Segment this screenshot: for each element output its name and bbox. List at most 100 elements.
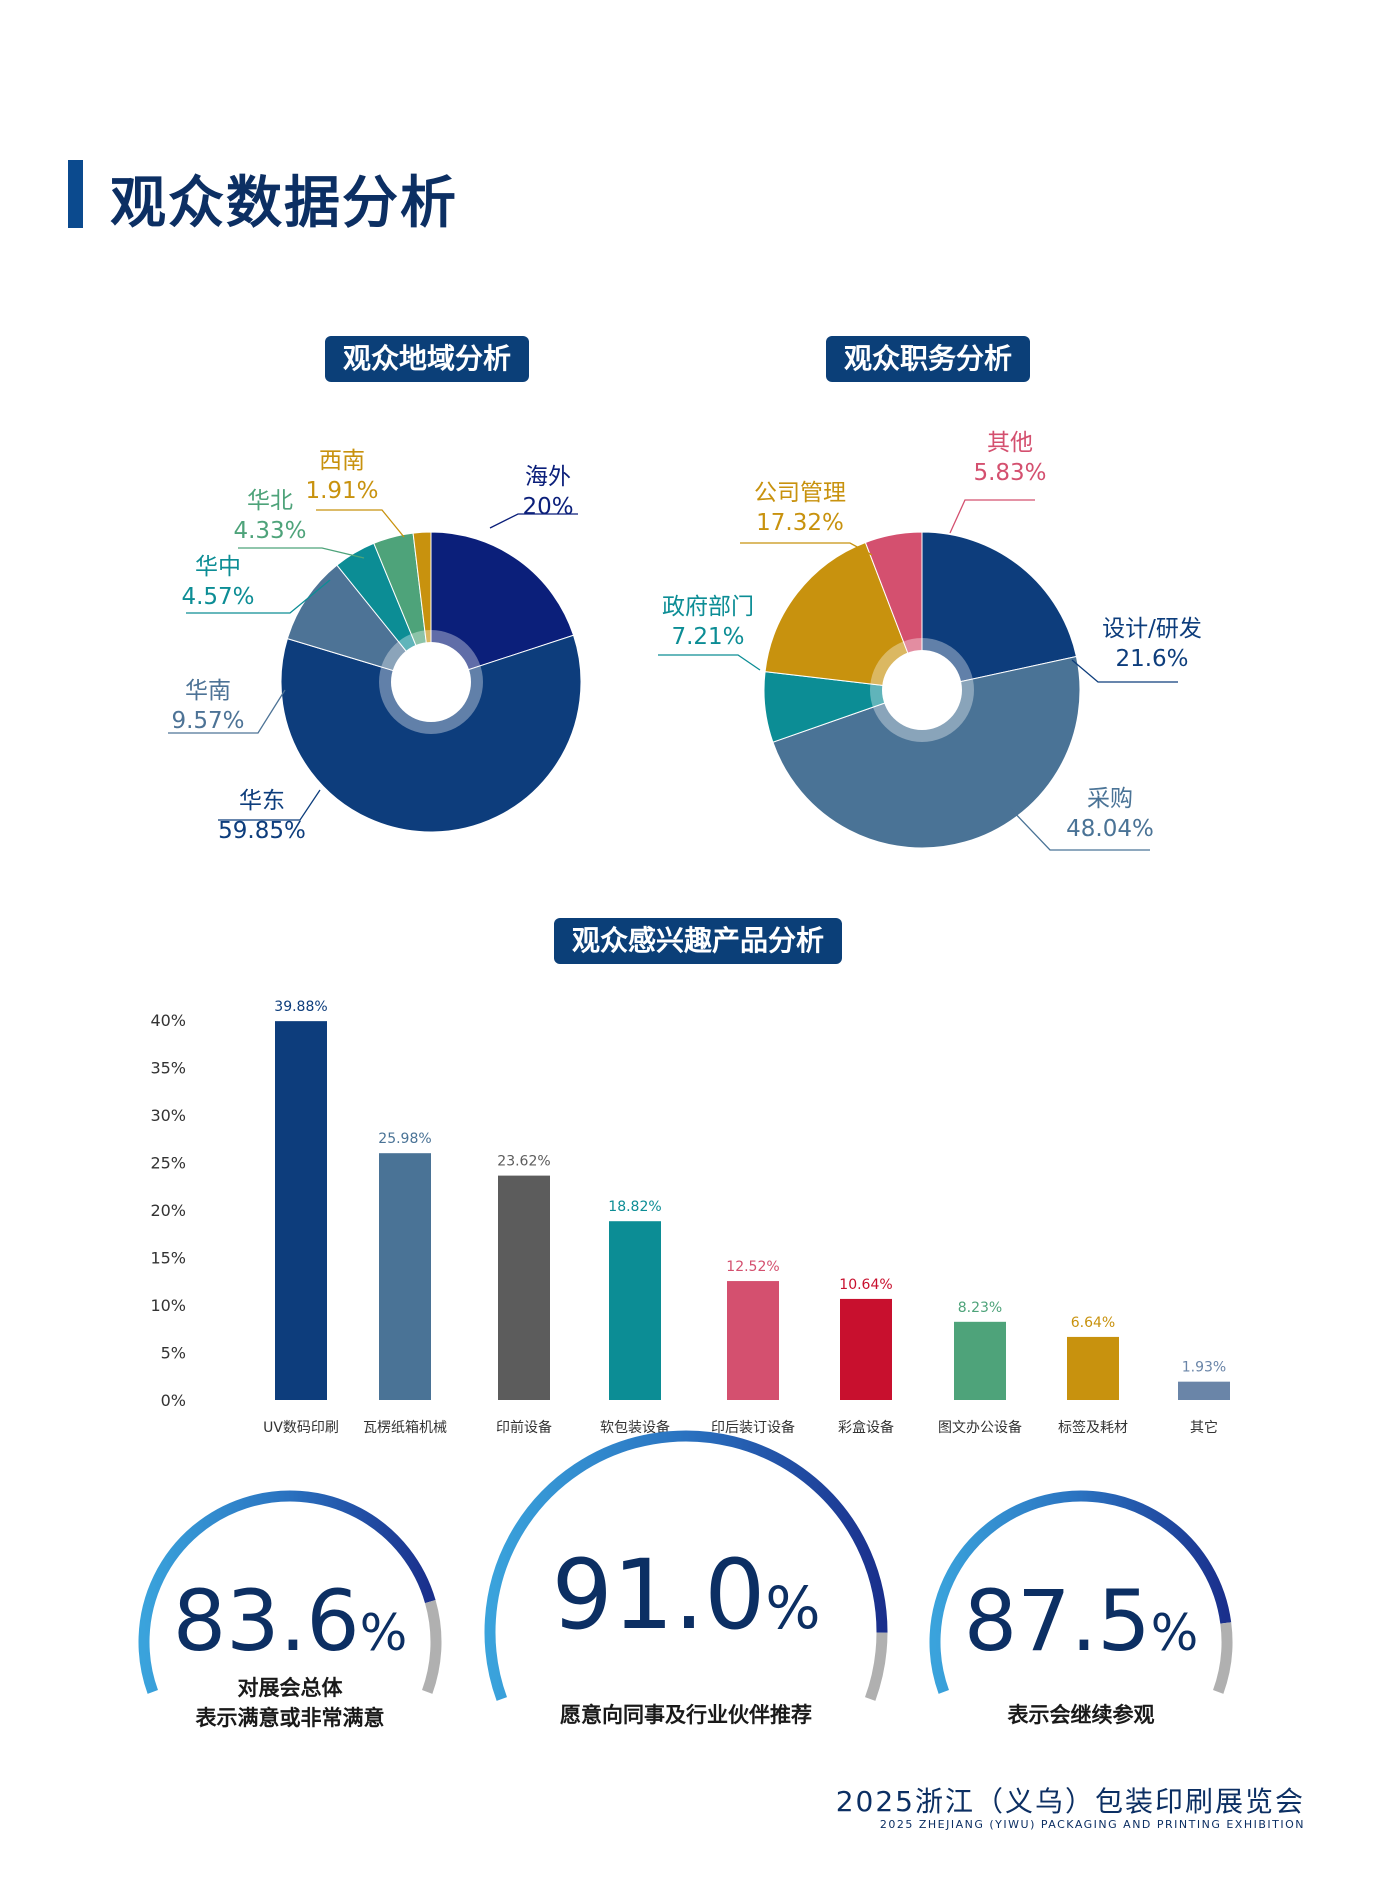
title-accent-bar xyxy=(68,160,83,228)
bar-value-label-6: 8.23% xyxy=(958,1300,1002,1316)
pie-label-1-4: 其他 xyxy=(987,430,1033,456)
gauge-value-0: 83.6% xyxy=(173,1572,408,1670)
gauge-arc-value-2 xyxy=(929,1490,1232,1694)
pie-slice-0-1 xyxy=(280,634,582,833)
pie-leader-0-3 xyxy=(186,579,331,614)
pie-position-title: 观众职务分析 xyxy=(826,336,1031,382)
bar-6 xyxy=(954,1321,1006,1400)
pie-hole-1 xyxy=(882,650,962,730)
gauge-arc-value-1 xyxy=(484,1430,888,1701)
pie-leader-1-0 xyxy=(1071,659,1178,683)
pie-value-label-1-1: 48.04% xyxy=(1066,816,1154,842)
gauge-caption-2-0: 表示会继续参观 xyxy=(1008,1703,1155,1727)
pie-value-label-1-0: 21.6% xyxy=(1115,646,1188,672)
footer-exhibition-en: 2025 ZHEJIANG (YIWU) PACKAGING AND PRINT… xyxy=(879,1818,1305,1831)
pie-leader-0-5 xyxy=(316,509,405,538)
y-tick-label: 20% xyxy=(150,1201,186,1220)
pie-value-label-1-3: 17.32% xyxy=(756,510,844,536)
pie-leader-1-3 xyxy=(740,542,873,556)
y-tick-label: 15% xyxy=(150,1249,186,1268)
gauge-caption-0-0: 对展会总体 xyxy=(238,1676,344,1700)
x-tick-label-0: UV数码印刷 xyxy=(263,1420,339,1436)
y-tick-label: 5% xyxy=(161,1344,186,1363)
y-tick-label: 30% xyxy=(150,1106,186,1125)
pie-slice-1-1 xyxy=(772,655,1081,849)
bar-value-label-2: 23.62% xyxy=(497,1154,550,1170)
pie-value-label-0-1: 59.85% xyxy=(218,818,306,844)
pie-label-1-1: 采购 xyxy=(1087,786,1133,812)
gauge-value-number: 91.0 xyxy=(552,1539,766,1651)
pie-slice-0-0 xyxy=(430,531,575,683)
bar-value-label-3: 18.82% xyxy=(608,1199,661,1215)
gauge-arc-rest-1 xyxy=(864,1632,888,1701)
pie-leader-1-1 xyxy=(1009,807,1150,851)
pie-hole-0 xyxy=(391,642,471,722)
pie-value-label-0-4: 4.33% xyxy=(233,518,306,544)
pie-slice-0-2 xyxy=(286,564,433,683)
bar-value-label-1: 25.98% xyxy=(378,1131,431,1147)
y-tick-label: 0% xyxy=(161,1391,186,1410)
pie-leader-0-2 xyxy=(168,689,286,734)
x-tick-label-8: 其它 xyxy=(1190,1419,1218,1436)
pie-leader-1-4 xyxy=(949,499,1035,534)
x-tick-label-7: 标签及耗材 xyxy=(1058,1419,1128,1436)
pie-slice-1-0 xyxy=(921,531,1078,691)
bar-3 xyxy=(609,1221,661,1400)
pie-label-0-5: 西南 xyxy=(319,448,365,474)
bar-0 xyxy=(275,1021,327,1400)
y-tick-label: 25% xyxy=(150,1154,186,1173)
pie-value-label-0-3: 4.57% xyxy=(181,584,254,610)
footer-exhibition-cn: 2025浙江（义乌）包装印刷展览会 xyxy=(835,1785,1305,1818)
bar-8 xyxy=(1178,1381,1230,1400)
pie-label-1-0: 设计/研发 xyxy=(1102,616,1202,642)
page-title: 观众数据分析 xyxy=(110,171,458,236)
x-tick-label-1: 瓦楞纸箱机械 xyxy=(363,1420,447,1436)
bar-value-label-7: 6.64% xyxy=(1071,1315,1115,1331)
gauge-caption-0-1: 表示满意或非常满意 xyxy=(196,1706,385,1730)
pie-value-label-1-4: 5.83% xyxy=(973,460,1046,486)
bar-1 xyxy=(379,1153,431,1400)
pie-slice-1-4 xyxy=(864,531,923,691)
y-tick-label: 10% xyxy=(150,1296,186,1315)
bar-value-label-5: 10.64% xyxy=(839,1277,892,1293)
bar-2 xyxy=(498,1175,550,1400)
gauge-value-unit: % xyxy=(360,1604,408,1662)
bar-4 xyxy=(727,1281,779,1400)
x-tick-label-4: 印后装订设备 xyxy=(711,1419,795,1436)
gauge-caption-1-0: 愿意向同事及行业伙伴推荐 xyxy=(560,1703,812,1727)
gauge-arc-rest-0 xyxy=(422,1600,442,1694)
pie-value-label-0-2: 9.57% xyxy=(171,708,244,734)
gauge-value-number: 83.6 xyxy=(173,1572,360,1670)
pie-slice-1-3 xyxy=(764,541,923,691)
bar-value-label-4: 12.52% xyxy=(726,1259,779,1275)
pie-value-label-0-5: 1.91% xyxy=(305,478,378,504)
bar-value-label-0: 39.88% xyxy=(274,999,327,1015)
pie-label-0-1: 华东 xyxy=(239,788,285,814)
pie-value-label-1-2: 7.21% xyxy=(671,624,744,650)
pie-label-0-4: 华北 xyxy=(247,488,293,514)
bar-5 xyxy=(840,1298,892,1400)
bar-7 xyxy=(1067,1336,1119,1400)
x-tick-label-3: 软包装设备 xyxy=(600,1419,670,1436)
pie-value-label-0-0: 20% xyxy=(522,494,573,520)
gauge-value-2: 87.5% xyxy=(964,1572,1199,1670)
pie-leader-0-1 xyxy=(218,789,321,821)
pie-label-0-2: 华南 xyxy=(185,678,231,704)
gauge-value-unit: % xyxy=(1151,1604,1199,1662)
pie-label-0-0: 海外 xyxy=(525,464,571,490)
pie-region-title: 观众地域分析 xyxy=(325,336,530,382)
x-tick-label-6: 图文办公设备 xyxy=(938,1419,1022,1436)
y-tick-label: 35% xyxy=(150,1059,186,1078)
gauge-value-1: 91.0% xyxy=(552,1539,821,1651)
x-tick-label-2: 印前设备 xyxy=(496,1419,552,1436)
pie-leader-1-2 xyxy=(658,654,761,671)
gauge-value-number: 87.5 xyxy=(964,1572,1151,1670)
pie-leader-0-0 xyxy=(489,513,578,529)
pie-leader-0-4 xyxy=(238,547,365,559)
gauge-arc-value-0 xyxy=(138,1490,436,1694)
bar-value-label-8: 1.93% xyxy=(1182,1360,1226,1376)
gauge-arc-rest-2 xyxy=(1212,1622,1233,1694)
pie-label-0-3: 华中 xyxy=(195,554,241,580)
pie-label-1-3: 公司管理 xyxy=(754,480,846,506)
